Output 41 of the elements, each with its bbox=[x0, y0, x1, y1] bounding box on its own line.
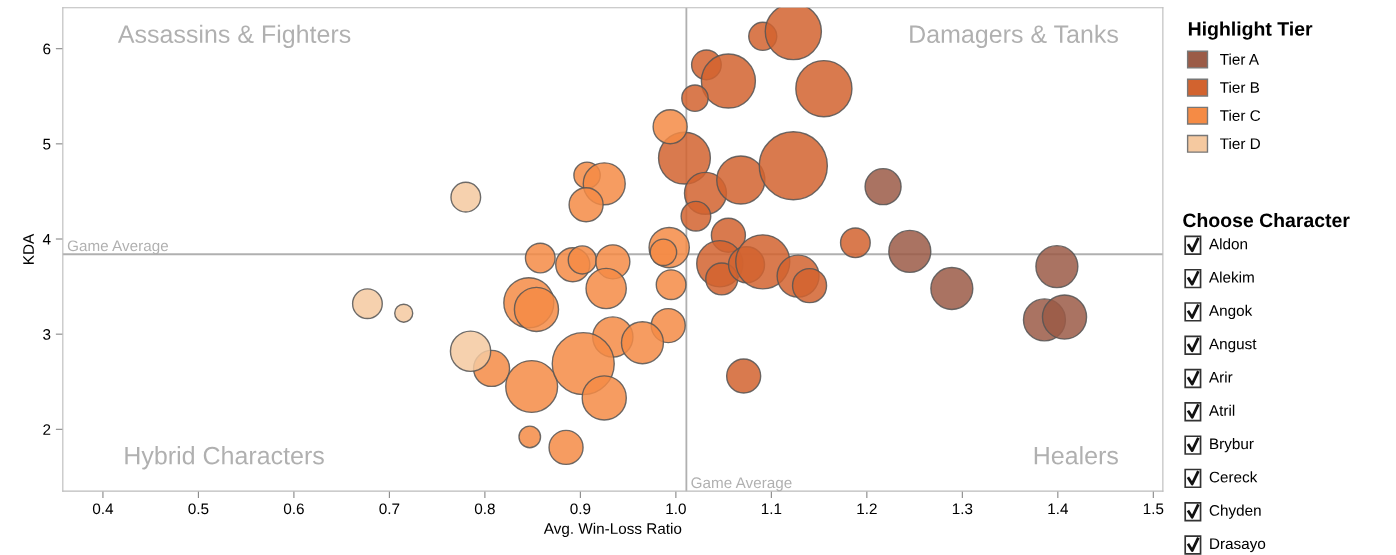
text: Aldon bbox=[1208, 238, 1248, 250]
legend-title: Highlight Tier bbox=[1188, 21, 1313, 40]
annotation: Hybrid Characters bbox=[125, 446, 324, 470]
x-tick-label: 1.5 bbox=[1143, 503, 1164, 515]
x-tick-label: 1.4 bbox=[1048, 503, 1068, 515]
y-tick-label: 3 bbox=[43, 329, 51, 340]
x-tick-label: 1.2 bbox=[857, 503, 877, 515]
text: Arir bbox=[1208, 371, 1233, 383]
legend-label: Tier A bbox=[1220, 53, 1259, 65]
x-tick-label: 1.1 bbox=[761, 503, 782, 515]
y-tick-label: 2 bbox=[43, 424, 51, 435]
x-tick-label: 1.3 bbox=[952, 503, 973, 515]
annotation: Healers bbox=[1034, 446, 1118, 465]
y-tick-label: 5 bbox=[43, 138, 51, 150]
text: Cereck bbox=[1209, 471, 1258, 483]
legend-label: Tier B bbox=[1220, 81, 1260, 93]
annotation: Assassins & Fighters bbox=[117, 24, 351, 48]
text: Drasayo bbox=[1210, 538, 1266, 553]
x-tick-label: 1.0 bbox=[666, 503, 686, 515]
x-axis-title: Avg. Win-Loss Ratio bbox=[543, 522, 682, 538]
text: Choose Character bbox=[1183, 212, 1350, 228]
text: Atril bbox=[1208, 404, 1235, 416]
y-tick-label: 6 bbox=[43, 43, 51, 55]
text: Angust bbox=[1208, 338, 1257, 353]
y-axis-title: KDA bbox=[23, 233, 34, 264]
y-tick-label: 4 bbox=[42, 234, 51, 245]
legend-label: Tier C bbox=[1220, 109, 1261, 122]
x-tick-label: 0.6 bbox=[283, 503, 304, 515]
x-tick-label: 0.9 bbox=[570, 503, 591, 515]
x-tick-label: 0.8 bbox=[474, 503, 495, 515]
text: Alekim bbox=[1208, 271, 1254, 283]
annotation: Damagers & Tanks bbox=[910, 24, 1118, 48]
text: Brybur bbox=[1210, 437, 1254, 453]
ref-line-label: Game Average bbox=[67, 240, 169, 255]
text: Angok bbox=[1208, 304, 1253, 320]
text: Chyden bbox=[1209, 504, 1261, 519]
ref-line-label: Game Average bbox=[691, 477, 792, 492]
x-tick-label: 0.4 bbox=[92, 503, 114, 515]
x-tick-label: 0.5 bbox=[188, 503, 209, 515]
x-tick-label: 0.7 bbox=[379, 503, 400, 515]
legend-label: Tier D bbox=[1220, 137, 1260, 150]
